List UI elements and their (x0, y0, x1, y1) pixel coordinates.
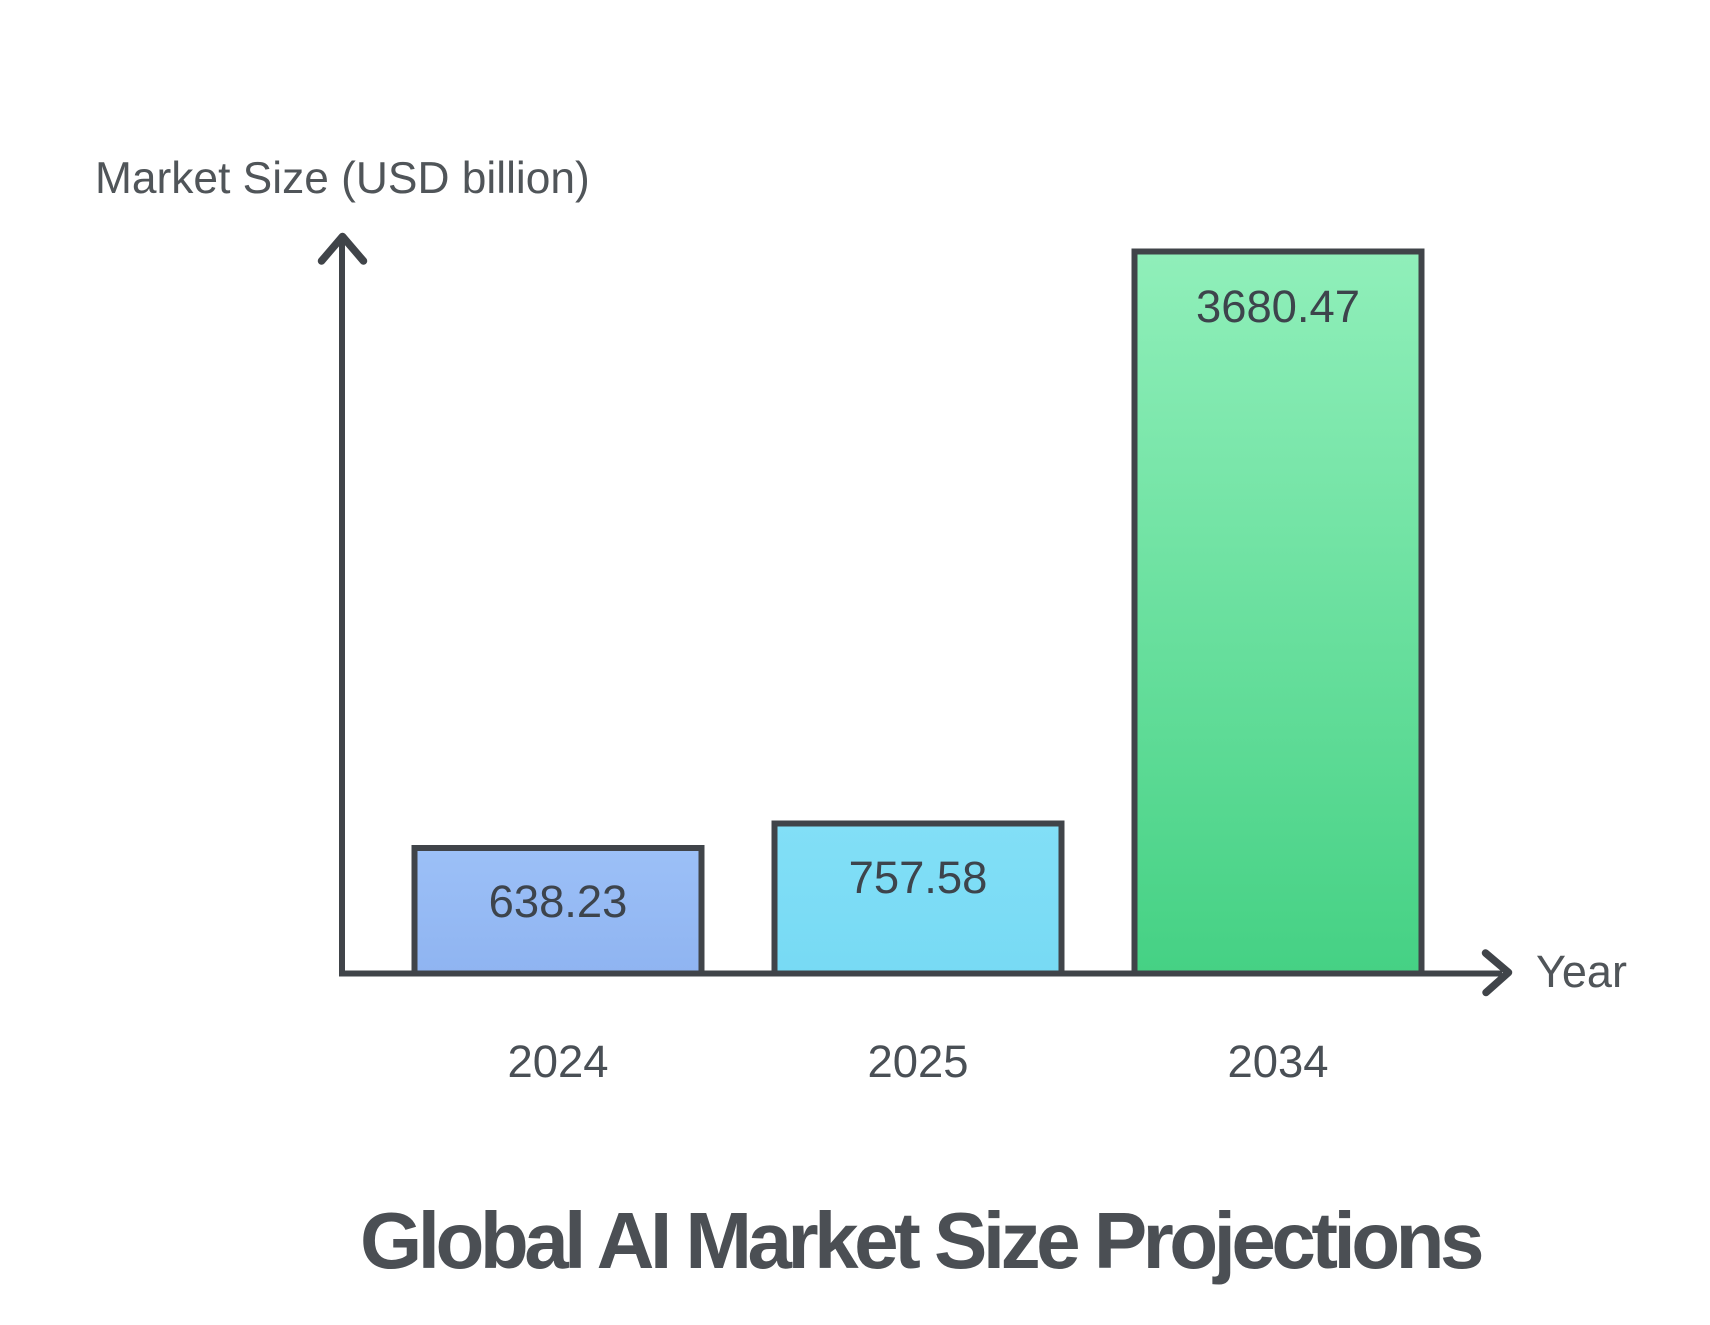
svg-text:Year: Year (1536, 946, 1627, 997)
svg-text:2025: 2025 (868, 1036, 969, 1087)
svg-text:2024: 2024 (508, 1036, 609, 1087)
svg-text:757.58: 757.58 (849, 852, 988, 903)
svg-text:3680.47: 3680.47 (1196, 281, 1360, 332)
svg-text:Global AI Market Size Projecti: Global AI Market Size Projections (360, 1196, 1482, 1285)
svg-text:Market Size (USD billion): Market Size (USD billion) (95, 154, 590, 203)
svg-text:638.23: 638.23 (489, 876, 628, 927)
svg-text:2034: 2034 (1228, 1036, 1329, 1087)
